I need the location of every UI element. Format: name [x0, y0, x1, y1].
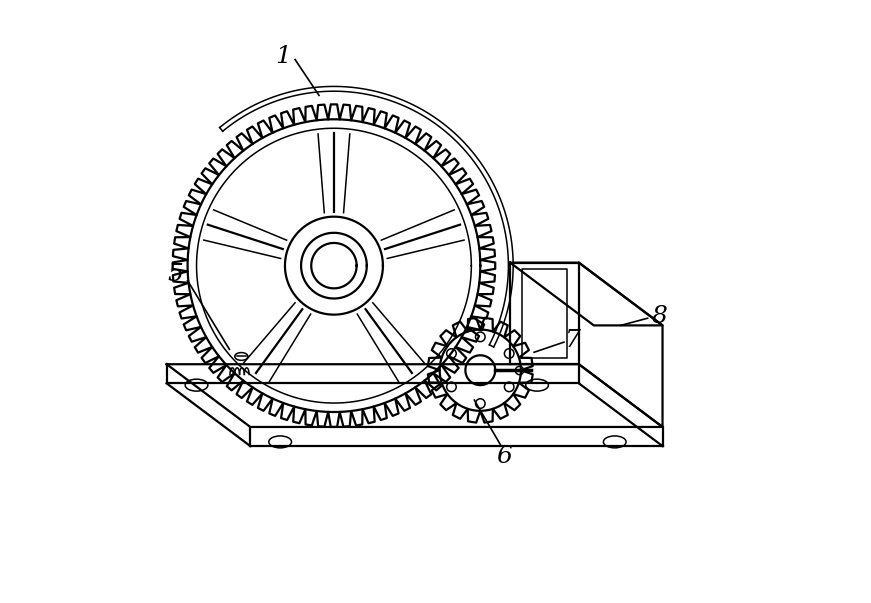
Text: 1: 1	[275, 45, 291, 68]
Text: 6: 6	[496, 446, 512, 469]
Text: 7: 7	[565, 329, 581, 352]
Text: 8: 8	[652, 305, 667, 328]
Text: 5: 5	[168, 263, 184, 286]
